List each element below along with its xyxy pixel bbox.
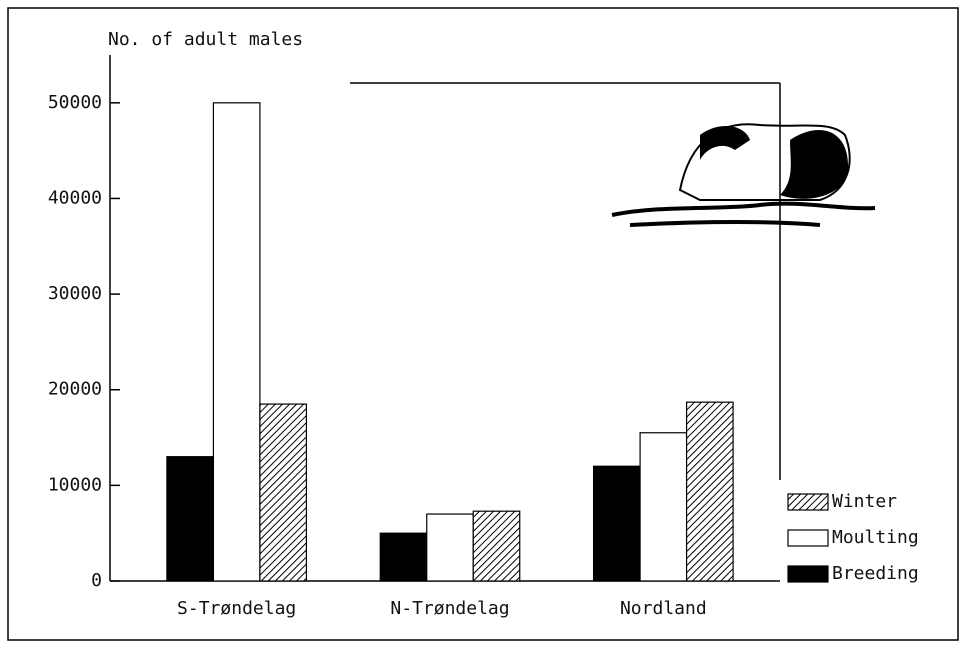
chart-title: No. of adult males xyxy=(108,29,303,50)
legend-label: Moulting xyxy=(832,527,919,548)
y-tick-label: 10000 xyxy=(48,474,102,495)
y-tick-label: 50000 xyxy=(48,92,102,113)
bar xyxy=(594,466,641,581)
legend-swatch xyxy=(788,530,828,546)
x-tick-label: N-Trøndelag xyxy=(390,598,509,619)
bar xyxy=(640,433,687,581)
bar xyxy=(167,457,214,581)
chart: No. of adult males 0 10000 20000 30000 40000… xyxy=(0,0,965,651)
x-tick-label: Nordland xyxy=(620,598,707,619)
legend-swatch xyxy=(788,494,828,510)
y-tick-label: 0 xyxy=(91,570,102,591)
bar xyxy=(473,511,520,581)
legend-swatch xyxy=(788,566,828,582)
bar xyxy=(260,404,307,581)
bar xyxy=(213,103,260,581)
bar xyxy=(427,514,474,581)
y-tick-label: 20000 xyxy=(48,379,102,400)
x-tick-label: S-Trøndelag xyxy=(177,598,296,619)
bar xyxy=(687,402,734,581)
y-tick-label: 30000 xyxy=(48,283,102,304)
legend-label: Breeding xyxy=(832,563,919,584)
bar xyxy=(380,533,427,581)
eider-illustration xyxy=(612,124,875,225)
legend-label: Winter xyxy=(832,491,897,512)
y-tick-label: 40000 xyxy=(48,187,102,208)
